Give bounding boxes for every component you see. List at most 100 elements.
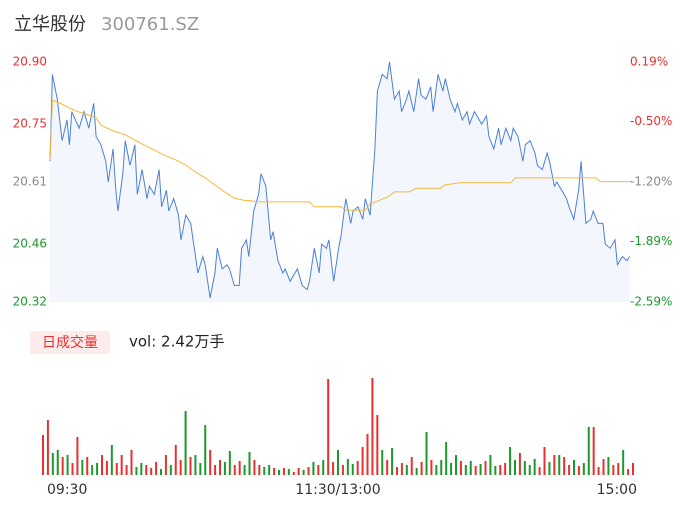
x-tick-label: 15:00	[597, 482, 637, 498]
volume-bar	[577, 466, 580, 475]
volume-bar	[322, 460, 325, 475]
volume-bar	[430, 460, 433, 475]
volume-bar	[307, 467, 310, 475]
volume-bar	[51, 453, 54, 475]
volume-bar	[219, 460, 221, 475]
volume-bar	[371, 378, 374, 475]
volume-bar	[361, 447, 364, 475]
volume-bar	[204, 425, 207, 475]
volume-bar	[282, 468, 285, 475]
volume-bar	[130, 450, 133, 475]
x-tick-label: 09:30	[47, 482, 87, 498]
volume-bar	[164, 455, 167, 475]
volume-bar	[553, 455, 556, 475]
volume-bar	[150, 468, 153, 475]
volume-bar	[391, 448, 394, 475]
volume-bar	[479, 464, 482, 475]
volume-bar	[169, 465, 172, 475]
volume-bar	[587, 427, 590, 475]
y2-tick-label: -2.59%	[630, 295, 672, 309]
volume-bar	[568, 465, 571, 475]
volume-bar	[332, 462, 335, 475]
volume-bar	[135, 467, 138, 475]
volume-bar	[469, 461, 472, 475]
volume-bar	[558, 455, 561, 475]
y-tick-label: 20.61	[13, 175, 47, 189]
volume-bar	[435, 465, 438, 475]
y-tick-label: 20.75	[13, 117, 47, 131]
volume-bar	[243, 465, 246, 475]
volume-bar	[179, 460, 182, 475]
volume-bar	[617, 463, 620, 475]
volume-bar	[582, 463, 585, 475]
volume-bar	[238, 461, 241, 475]
volume-bar	[523, 461, 526, 475]
volume-bar	[209, 450, 212, 475]
volume-bar	[592, 427, 595, 475]
volume-bar	[86, 457, 89, 475]
volume-bar	[356, 461, 359, 475]
volume-bar	[528, 465, 531, 475]
volume-bar	[366, 434, 369, 475]
volume-bar	[602, 459, 605, 475]
volume-bar	[405, 465, 408, 475]
volume-bar	[494, 466, 497, 475]
volume-bar	[214, 465, 217, 475]
volume-bar	[253, 460, 256, 475]
volume-bar	[597, 467, 600, 475]
volume-bar	[120, 455, 123, 475]
volume-bar	[410, 457, 413, 475]
x-tick-label: 11:30/13:00	[295, 482, 380, 498]
stock-name: 立华股份	[14, 14, 86, 35]
y-tick-label: 20.32	[13, 295, 47, 309]
volume-bar	[327, 379, 330, 475]
volume-bar	[459, 461, 462, 475]
volume-bar	[489, 455, 492, 475]
volume-bar	[56, 450, 59, 475]
volume-bar	[105, 461, 108, 475]
volume-bar	[622, 450, 625, 475]
volume-label-box	[30, 331, 110, 354]
volume-bar	[440, 460, 443, 475]
volume-bar	[538, 467, 541, 475]
volume-bar	[81, 460, 84, 475]
volume-bar	[263, 467, 266, 475]
volume-bar	[415, 468, 418, 475]
volume-bar	[317, 465, 320, 475]
volume-bar	[155, 462, 158, 475]
volume-bar	[61, 457, 64, 475]
volume-bar	[101, 455, 103, 475]
volume-bar	[228, 451, 231, 475]
volume-bar	[386, 460, 389, 475]
volume-bar	[71, 463, 74, 475]
y2-tick-label: -1.89%	[630, 234, 672, 248]
y2-tick-label: -1.20%	[630, 175, 672, 189]
volume-bar	[474, 466, 477, 475]
volume-bar	[312, 462, 315, 475]
volume-bar	[189, 457, 192, 475]
volume-bar	[455, 455, 457, 475]
volume-bar	[268, 465, 271, 475]
volume-bar	[420, 462, 423, 475]
volume-bar	[199, 463, 202, 475]
volume-bar	[337, 450, 339, 475]
y2-tick-label: -0.50%	[630, 114, 672, 128]
volume-bar	[396, 467, 398, 475]
volume-bar	[91, 465, 94, 475]
volume-bar	[445, 442, 448, 475]
volume-bar	[464, 465, 467, 475]
volume-title: 日成交量	[42, 334, 98, 351]
volume-bar	[46, 420, 49, 475]
price-line	[49, 61, 631, 298]
volume-bar	[543, 447, 546, 475]
volume-bar	[627, 469, 630, 475]
price-area	[50, 62, 630, 302]
average-line	[49, 99, 632, 211]
volume-bar	[115, 463, 118, 475]
volume-bar	[425, 432, 428, 475]
volume-bar	[297, 468, 300, 475]
y2-tick-label: 0.19%	[630, 55, 668, 69]
volume-bar	[533, 459, 536, 475]
volume-bar	[258, 465, 261, 475]
